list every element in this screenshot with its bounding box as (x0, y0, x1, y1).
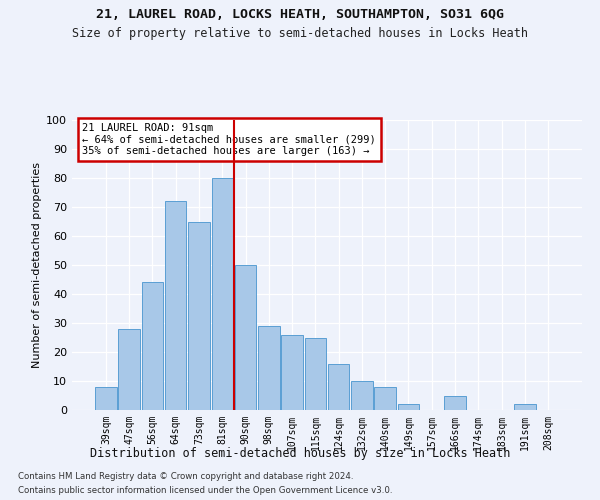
Text: 21 LAUREL ROAD: 91sqm
← 64% of semi-detached houses are smaller (299)
35% of sem: 21 LAUREL ROAD: 91sqm ← 64% of semi-deta… (82, 123, 376, 156)
Bar (95, 387, 116, 410)
Bar (445, 396, 466, 410)
Text: Size of property relative to semi-detached houses in Locks Heath: Size of property relative to semi-detach… (72, 28, 528, 40)
Bar (212, 178, 233, 410)
Bar (188, 222, 209, 410)
Bar (514, 404, 536, 410)
Text: Contains public sector information licensed under the Open Government Licence v3: Contains public sector information licen… (18, 486, 392, 495)
Bar (374, 387, 396, 410)
Bar (398, 404, 419, 410)
Bar (281, 334, 303, 410)
Bar (305, 338, 326, 410)
Bar (351, 381, 373, 410)
Y-axis label: Number of semi-detached properties: Number of semi-detached properties (32, 162, 42, 368)
Bar (142, 282, 163, 410)
Text: Contains HM Land Registry data © Crown copyright and database right 2024.: Contains HM Land Registry data © Crown c… (18, 472, 353, 481)
Bar (258, 326, 280, 410)
Bar (165, 201, 187, 410)
Text: 21, LAUREL ROAD, LOCKS HEATH, SOUTHAMPTON, SO31 6QG: 21, LAUREL ROAD, LOCKS HEATH, SOUTHAMPTO… (96, 8, 504, 20)
Bar (328, 364, 349, 410)
Bar (118, 329, 140, 410)
Bar (235, 265, 256, 410)
Text: Distribution of semi-detached houses by size in Locks Heath: Distribution of semi-detached houses by … (90, 448, 510, 460)
